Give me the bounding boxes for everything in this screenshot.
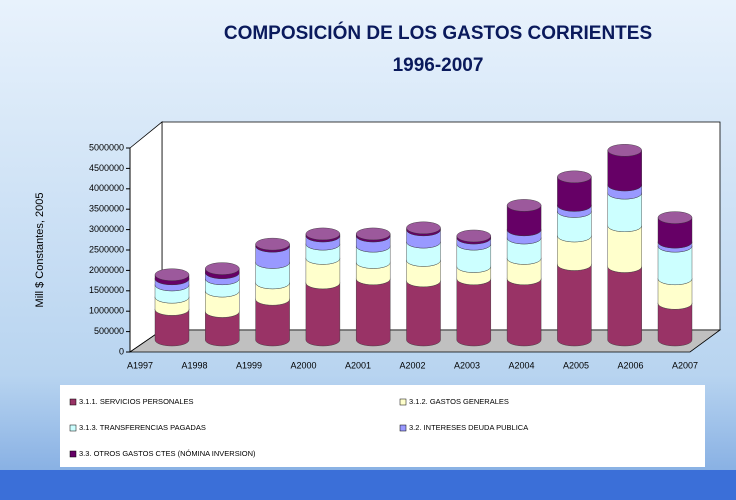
cylinder-body [255,282,290,306]
chart-title: COMPOSICIÓN DE LOS GASTOS CORRIENTES [224,22,652,44]
x-tick-label: A1999 [236,360,262,370]
cylinder-body [205,290,240,318]
chart-subtitle: 1996-2007 [393,55,484,76]
cylinder-body [557,211,592,243]
y-tick-label: 500000 [94,326,124,336]
x-tick-label: A2002 [399,360,425,370]
y-tick-label: 0 [119,346,124,356]
cylinder-body [557,264,592,347]
x-tick-label: A2004 [508,360,534,370]
legend-label: 3.1.2. GASTOS GENERALES [409,397,509,406]
cylinder-body [506,237,542,265]
bar-segment [506,199,542,237]
x-tick-label: A2006 [617,360,643,370]
cylinder-body [607,192,642,232]
legend-swatch [399,424,407,432]
cylinder-body [356,278,391,347]
bar-segment [154,268,190,285]
cylinder-top [356,227,391,241]
legend-swatch [69,450,77,458]
cylinder-body [506,258,542,285]
cylinder-body [456,243,491,273]
cylinder-top [456,229,491,243]
x-tick-label: A1997 [127,360,153,370]
cylinder-body [607,225,642,273]
cylinder-body [607,150,642,192]
cylinder-body [657,278,693,310]
y-tick-label: 1000000 [89,306,124,316]
cylinder-top [305,227,341,241]
cylinder-body [356,245,391,269]
x-tick-label: A2000 [290,360,316,370]
bar-segment [255,237,290,253]
bar-segment [305,227,341,243]
cylinder-body [406,241,441,267]
bar-segment [607,260,642,347]
x-tick-label: A1998 [181,360,207,370]
footer-band [0,470,736,500]
bar-segment [356,227,391,243]
legend-swatch [399,398,407,406]
y-tick-label: 4000000 [89,183,124,193]
bar-segment [557,258,592,347]
cylinder-top [557,170,592,184]
bar-segment [557,170,592,212]
cylinder-body [657,303,693,347]
cylinder-top [205,262,240,275]
cylinder-body [305,258,341,290]
cylinder-top [406,221,441,235]
cylinder-top [255,237,290,251]
y-tick-label: 2000000 [89,265,124,275]
x-tick-label: A2007 [672,360,698,370]
cylinder-top [154,268,190,281]
cylinder-body [506,278,542,347]
cylinder-body [406,280,441,347]
legend [60,385,705,467]
cylinder-body [255,262,290,290]
bar-segment [205,262,240,279]
cylinder-body [506,205,542,237]
legend-label: 3.3. OTROS GASTOS CTES (NÓMINA INVERSION… [79,449,256,458]
legend-label: 3.1.3. TRANSFERENCIAS PAGADAS [79,423,206,432]
cylinder-body [154,309,190,347]
cylinder-top [657,211,693,224]
cylinder-body [557,235,592,271]
y-tick-label: 3000000 [89,224,124,234]
bar-segment [456,229,491,245]
bar-segment [607,144,642,192]
legend-swatch [69,424,77,432]
y-tick-label: 1500000 [89,285,124,295]
x-tick-label: A2001 [345,360,371,370]
cylinder-body [657,245,693,285]
cylinder-body [607,266,642,347]
cylinder-body [255,245,290,269]
y-tick-label: 4500000 [89,163,124,173]
cylinder-body [406,260,441,288]
cylinder-top [506,199,542,212]
y-tick-label: 3500000 [89,204,124,214]
cylinder-body [456,278,491,347]
legend-label: 3.2. INTERESES DEUDA PUBLICA [409,423,528,432]
legend-swatch [69,398,77,406]
cylinder-body [255,299,290,347]
cylinder-body [205,311,240,347]
cylinder-body [305,282,341,347]
x-tick-label: A2003 [454,360,480,370]
x-tick-label: A2005 [563,360,589,370]
y-tick-label: 5000000 [89,142,124,152]
cylinder-body [557,176,592,212]
legend-label: 3.1.1. SERVICIOS PERSONALES [79,397,194,406]
cylinder-top [607,144,642,157]
bar-segment [657,211,693,249]
cylinder-body [657,217,693,249]
y-axis-label: Mill $ Constantes, 2005 [34,193,46,308]
cylinder-body [356,262,391,285]
y-tick-label: 2500000 [89,244,124,254]
bar-segment [406,221,441,237]
